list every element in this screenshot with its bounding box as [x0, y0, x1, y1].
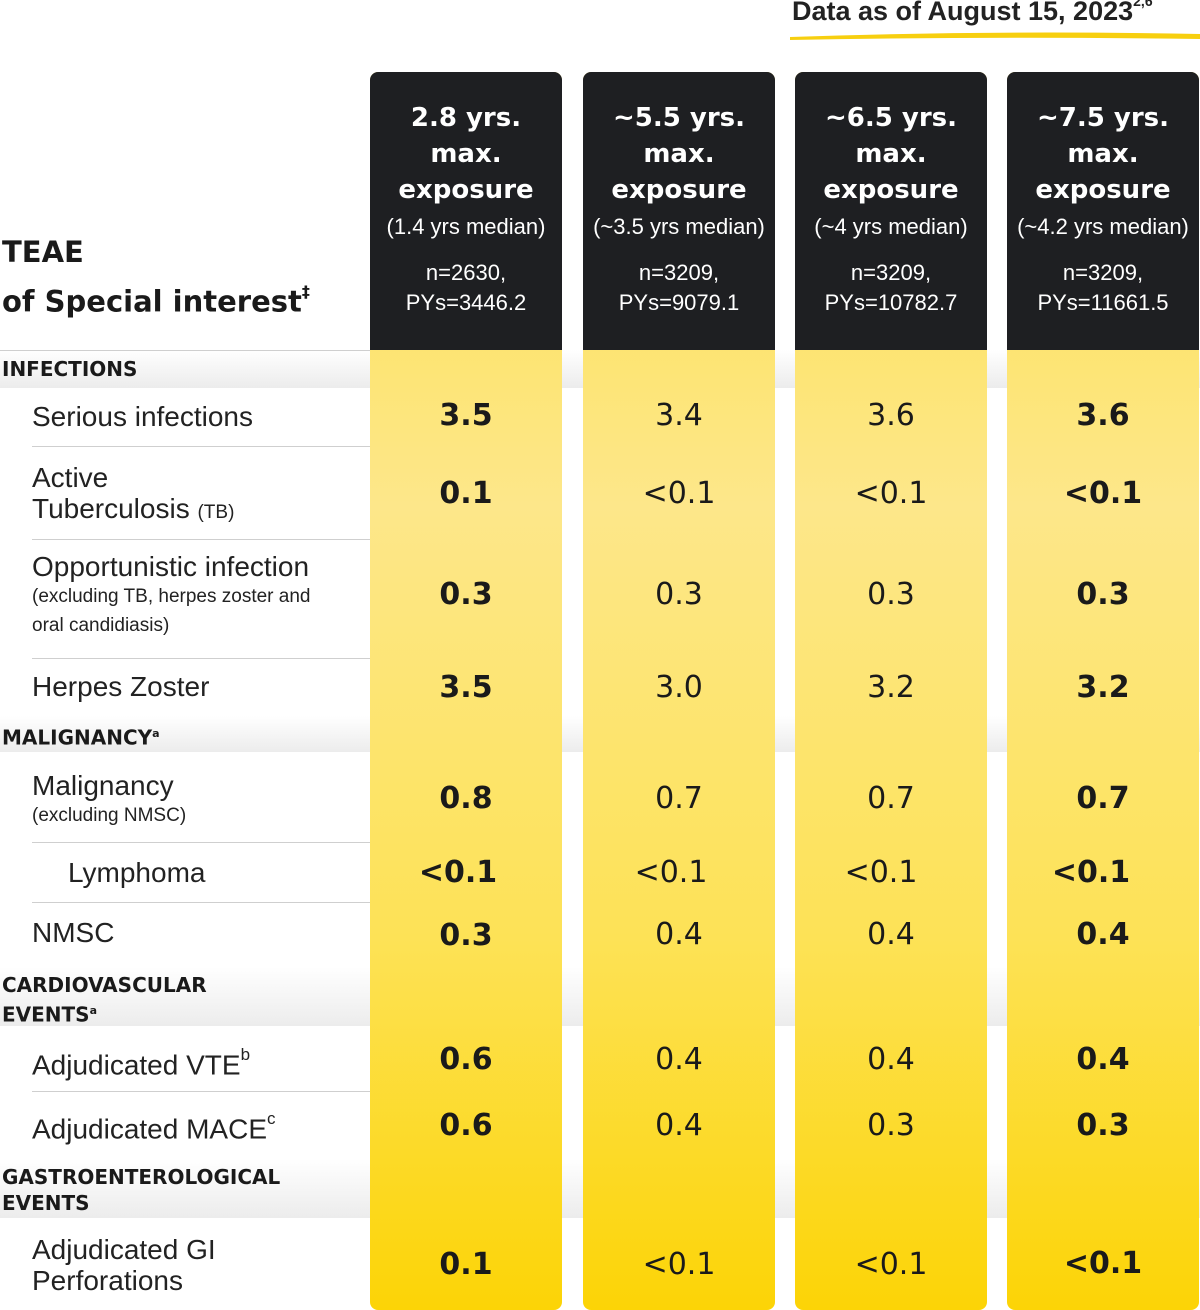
value-cell: 0.3: [867, 577, 915, 612]
value-cell: 0.3: [439, 577, 493, 612]
value-cell: <0.1: [1063, 1246, 1143, 1281]
column-header: 2.8 yrs. max. exposure (1.4 yrs median) n=…: [370, 72, 562, 350]
value-cell: 0.3: [1076, 577, 1130, 612]
category-gastro: GASTROENTEROLOGICAL EVENTS: [2, 1165, 281, 1215]
value-cell: 0.8: [439, 781, 493, 816]
value-cell: 0.4: [655, 1108, 703, 1143]
value-cell: 0.4: [655, 1042, 703, 1077]
value-cell: 0.6: [439, 1108, 493, 1143]
column-title: ~7.5 yrs. max. exposure: [1035, 103, 1171, 205]
value-cell: <0.1: [1063, 476, 1143, 511]
value-cell: 0.4: [867, 1042, 915, 1077]
value-cell: 0.4: [1076, 917, 1130, 952]
value-cell: 0.1: [439, 1247, 493, 1282]
value-cell: 3.2: [1076, 670, 1130, 705]
column-2-8-yrs: 2.8 yrs. max. exposure (1.4 yrs median) n=…: [370, 72, 562, 1310]
value-cell: <0.1: [854, 476, 928, 511]
column-median: (~3.5 yrs median): [593, 214, 765, 239]
value-cell: 3.5: [439, 670, 493, 705]
row-label-nmsc: NMSC: [32, 917, 115, 948]
column-header: ~7.5 yrs. max. exposure (~4.2 yrs median) …: [1007, 72, 1199, 350]
value-cell: 0.3: [1076, 1108, 1130, 1143]
value-cell: <0.1: [854, 1247, 928, 1282]
value-cell: 0.3: [439, 918, 493, 953]
value-cell: 0.3: [867, 1108, 915, 1143]
divider: [32, 902, 370, 903]
value-cell: <0.1: [642, 1247, 716, 1282]
value-cell: <0.1: [1051, 855, 1131, 890]
divider: [32, 842, 370, 843]
column-7-5-yrs: ~7.5 yrs. max. exposure (~4.2 yrs median) …: [1007, 72, 1199, 1310]
value-cell: 0.4: [655, 917, 703, 952]
value-cell: 3.6: [867, 398, 915, 433]
value-cell: <0.1: [418, 855, 498, 890]
divider: [32, 539, 370, 540]
column-title: ~6.5 yrs. max. exposure: [823, 103, 959, 205]
value-cell: 3.0: [655, 670, 703, 705]
row-label-malignancy: Malignancy (excluding NMSC): [32, 770, 187, 826]
column-pys: PYs=11661.5: [1037, 290, 1169, 315]
value-cell: 0.7: [1076, 781, 1130, 816]
column-pys: PYs=9079.1: [618, 290, 740, 315]
column-n: n=3209,: [1062, 260, 1144, 285]
category-cardiovascular: CARDIOVASCULAR EVENTSa: [2, 973, 207, 1027]
row-label-lymphoma: Lymphoma: [68, 857, 206, 888]
value-cell: 0.4: [1076, 1042, 1130, 1077]
value-cell: 3.6: [1076, 398, 1130, 433]
value-cell: 0.3: [655, 577, 703, 612]
row-label-opportunistic-infection: Opportunistic infection (excluding TB, h…: [32, 551, 311, 636]
row-label-mace: Adjudicated MACEc: [32, 1109, 276, 1145]
value-cell: <0.1: [844, 855, 918, 890]
data-as-of-text: Data as of August 15, 20232,6: [792, 0, 1153, 26]
teae-header: TEAE of Special interest‡: [2, 235, 310, 319]
row-label-serious-infections: Serious infections: [32, 401, 254, 432]
value-cell: 0.7: [655, 781, 703, 816]
column-n: n=3209,: [850, 260, 932, 285]
value-cell: 0.7: [867, 781, 915, 816]
value-cell: 0.4: [867, 917, 915, 952]
column-median: (~4 yrs median): [814, 214, 968, 239]
category-malignancy: MALIGNANCYa: [2, 725, 160, 750]
column-median: (~4.2 yrs median): [1017, 214, 1189, 239]
column-pys: PYs=10782.7: [824, 290, 958, 315]
column-title: 2.8 yrs. max. exposure: [398, 103, 534, 205]
yellow-underline: [790, 32, 1200, 40]
divider: [32, 446, 370, 447]
divider: [0, 350, 370, 351]
row-label-active-tb: Active Tuberculosis (TB): [32, 462, 235, 524]
column-n: n=3209,: [638, 260, 720, 285]
row-label-vte: Adjudicated VTEb: [32, 1045, 251, 1081]
column-header: ~6.5 yrs. max. exposure (~4 yrs median) n=…: [795, 72, 987, 350]
row-label-herpes-zoster: Herpes Zoster: [32, 671, 210, 702]
value-cell: 0.6: [439, 1042, 493, 1077]
divider: [32, 1091, 370, 1092]
value-cell: 3.5: [439, 398, 493, 433]
category-infections: INFECTIONS: [2, 357, 138, 381]
value-cell: 3.2: [867, 670, 915, 705]
row-label-gi-perforations: Adjudicated GI Perforations: [32, 1234, 216, 1296]
data-as-of: Data as of August 15, 20232,6: [790, 0, 1200, 40]
value-cell: 0.1: [439, 476, 493, 511]
column-header: ~5.5 yrs. max. exposure (~3.5 yrs median) …: [583, 72, 775, 350]
divider: [32, 658, 370, 659]
column-6-5-yrs: ~6.5 yrs. max. exposure (~4 yrs median) n=…: [795, 72, 987, 1310]
column-pys: PYs=3446.2: [405, 290, 527, 315]
column-median: (1.4 yrs median): [386, 214, 546, 239]
value-cell: <0.1: [642, 476, 716, 511]
value-cell: 3.4: [655, 398, 703, 433]
column-n: n=2630,: [425, 260, 507, 285]
column-title: ~5.5 yrs. max. exposure: [611, 103, 747, 205]
column-5-5-yrs: ~5.5 yrs. max. exposure (~3.5 yrs median) …: [583, 72, 775, 1310]
value-cell: <0.1: [634, 855, 708, 890]
